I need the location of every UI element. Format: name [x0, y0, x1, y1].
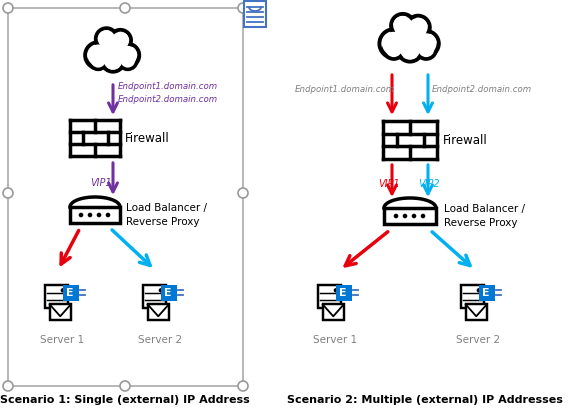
Circle shape: [392, 18, 428, 54]
Circle shape: [408, 18, 428, 37]
Text: VIP1: VIP1: [90, 178, 111, 188]
Bar: [461, 285, 484, 308]
Circle shape: [413, 31, 439, 56]
Text: E: E: [66, 288, 74, 298]
Circle shape: [102, 49, 124, 72]
Circle shape: [88, 213, 93, 217]
Circle shape: [87, 44, 109, 66]
Text: Server 1: Server 1: [313, 335, 357, 345]
Circle shape: [395, 22, 425, 51]
Circle shape: [416, 39, 436, 59]
Text: Load Balancer /
Reverse Proxy: Load Balancer / Reverse Proxy: [444, 204, 525, 228]
Circle shape: [99, 35, 126, 62]
Circle shape: [393, 16, 412, 35]
Text: E: E: [339, 288, 347, 298]
Circle shape: [238, 188, 248, 198]
Text: Server 2: Server 2: [456, 335, 500, 345]
Text: Server 1: Server 1: [40, 335, 84, 345]
Circle shape: [391, 14, 415, 37]
Circle shape: [3, 381, 13, 391]
Circle shape: [397, 36, 423, 62]
Circle shape: [120, 3, 130, 13]
Text: Firewall: Firewall: [443, 133, 488, 146]
Circle shape: [119, 51, 137, 69]
Circle shape: [379, 29, 408, 58]
Circle shape: [96, 28, 117, 49]
Circle shape: [120, 381, 130, 391]
Circle shape: [477, 288, 481, 293]
Bar: [148, 304, 169, 320]
Circle shape: [96, 32, 130, 65]
Circle shape: [110, 30, 131, 51]
Circle shape: [103, 51, 122, 70]
Text: Endpoint1.domain.com: Endpoint1.domain.com: [295, 86, 395, 95]
Text: Scenario 1: Single (external) IP Address: Scenario 1: Single (external) IP Address: [0, 395, 250, 405]
Circle shape: [393, 214, 399, 218]
Text: Scenario 2: Multiple (external) IP Addresses: Scenario 2: Multiple (external) IP Addre…: [287, 395, 563, 405]
Circle shape: [91, 53, 106, 68]
Bar: [63, 285, 79, 301]
Bar: [161, 285, 176, 301]
Circle shape: [96, 213, 101, 217]
Text: VIP2: VIP2: [418, 179, 440, 189]
Circle shape: [118, 46, 137, 65]
Circle shape: [85, 42, 111, 69]
Bar: [70, 120, 120, 156]
Circle shape: [412, 214, 416, 218]
Bar: [143, 285, 166, 308]
Circle shape: [3, 188, 13, 198]
Text: E: E: [482, 288, 490, 298]
Bar: [8, 8, 243, 386]
Circle shape: [120, 53, 135, 68]
Circle shape: [79, 213, 83, 217]
Circle shape: [106, 213, 110, 217]
Text: E: E: [164, 288, 172, 298]
Circle shape: [116, 44, 139, 67]
Circle shape: [159, 288, 163, 293]
Circle shape: [238, 3, 248, 13]
Circle shape: [89, 51, 107, 69]
Bar: [323, 304, 344, 320]
Bar: [383, 121, 437, 159]
Circle shape: [418, 41, 435, 57]
Circle shape: [3, 3, 13, 13]
Text: Firewall: Firewall: [125, 131, 170, 144]
Bar: [384, 208, 436, 224]
Circle shape: [385, 41, 402, 57]
Bar: [50, 304, 71, 320]
Bar: [466, 304, 487, 320]
Circle shape: [333, 288, 338, 293]
Circle shape: [61, 288, 65, 293]
Text: Endpoint2.domain.com: Endpoint2.domain.com: [432, 86, 532, 95]
Bar: [244, 1, 266, 27]
Text: Server 2: Server 2: [138, 335, 182, 345]
Circle shape: [403, 214, 407, 218]
Circle shape: [421, 214, 425, 218]
Circle shape: [400, 39, 420, 59]
Bar: [318, 285, 341, 308]
Text: Load Balancer /
Reverse Proxy: Load Balancer / Reverse Proxy: [126, 204, 207, 226]
Bar: [70, 207, 120, 223]
Text: Endpoint1.domain.com
Endpoint2.domain.com: Endpoint1.domain.com Endpoint2.domain.co…: [118, 82, 218, 104]
Text: VIP1: VIP1: [378, 179, 400, 189]
Bar: [45, 285, 68, 308]
Circle shape: [238, 381, 248, 391]
Circle shape: [384, 39, 404, 59]
Circle shape: [382, 32, 405, 55]
Circle shape: [407, 16, 430, 39]
Circle shape: [98, 30, 115, 48]
Circle shape: [416, 33, 437, 54]
Bar: [479, 285, 494, 301]
Circle shape: [112, 32, 129, 49]
Bar: [336, 285, 352, 301]
